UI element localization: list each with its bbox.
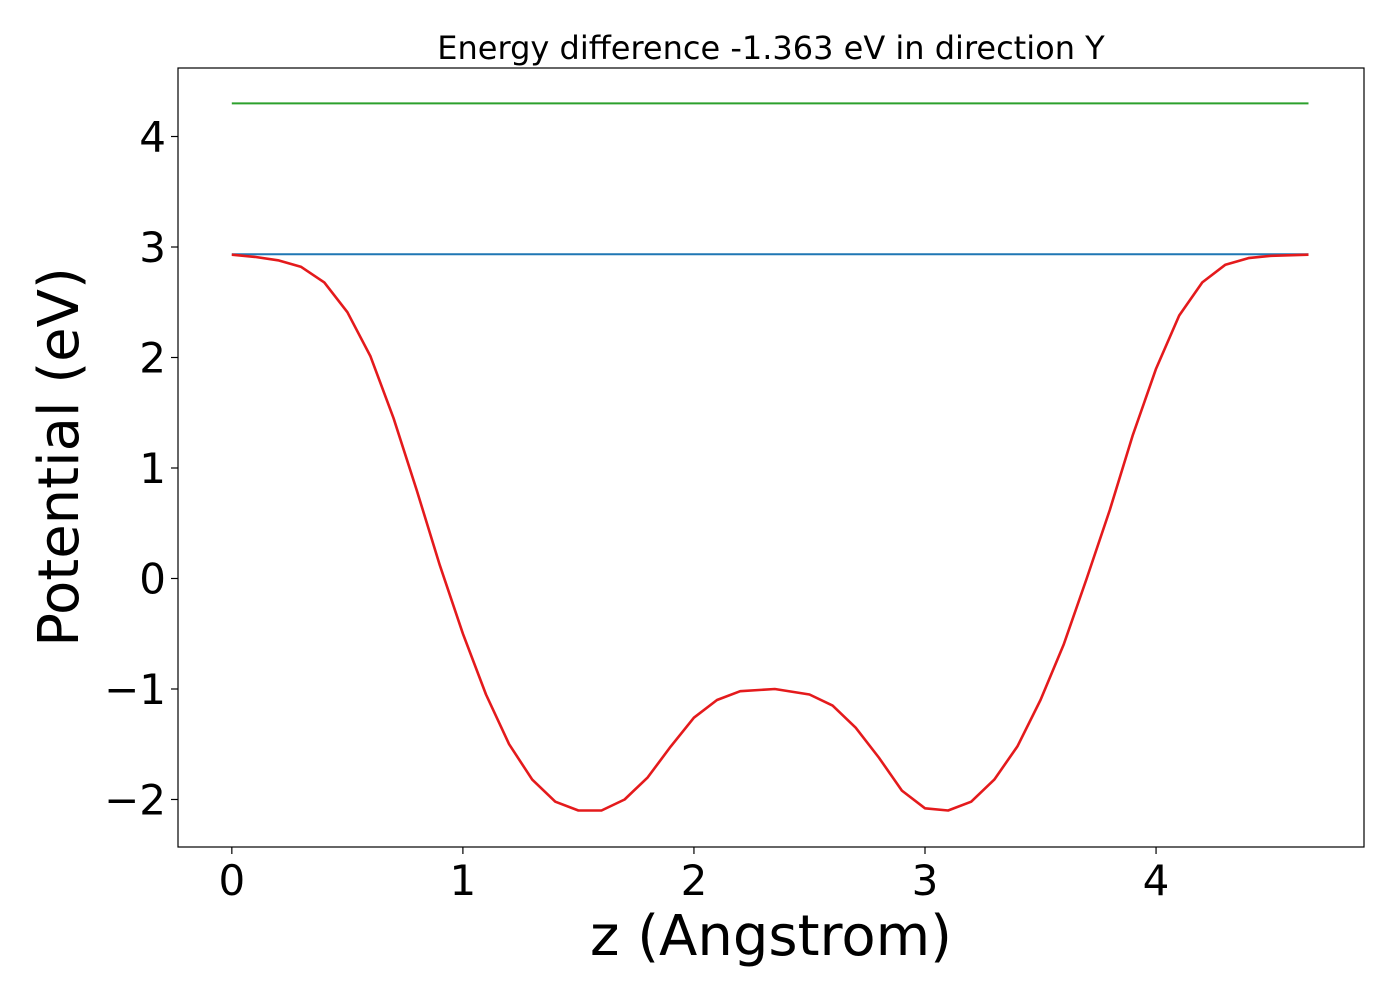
chart-title: Energy difference -1.363 eV in direction…	[437, 29, 1105, 67]
x-tick-label: 2	[681, 856, 708, 905]
x-tick-label: 3	[912, 856, 939, 905]
series-line-2	[231, 253, 1309, 812]
x-tick-label: 1	[450, 856, 477, 905]
y-tick-label: 2	[139, 334, 166, 383]
plot-frame	[177, 67, 1365, 848]
y-tick-label: 1	[139, 444, 166, 493]
x-tick-label: 0	[218, 856, 245, 905]
y-tick-label: 0	[139, 554, 166, 603]
x-axis-label: z (Angstrom)	[590, 904, 952, 969]
x-axis-ticks: 0 1 2 3 4	[218, 847, 1169, 905]
y-tick-label: 3	[139, 223, 166, 272]
y-axis-ticks: −2 −1 0 1 2 3 4	[104, 113, 178, 824]
y-tick-label: 4	[139, 113, 166, 162]
y-tick-label: −2	[104, 775, 166, 824]
series-layer	[231, 102, 1309, 812]
y-tick-label: −1	[104, 665, 166, 714]
x-tick-label: 4	[1143, 856, 1170, 905]
plot-background	[178, 68, 1364, 847]
y-axis-label: Potential (eV)	[27, 267, 92, 647]
